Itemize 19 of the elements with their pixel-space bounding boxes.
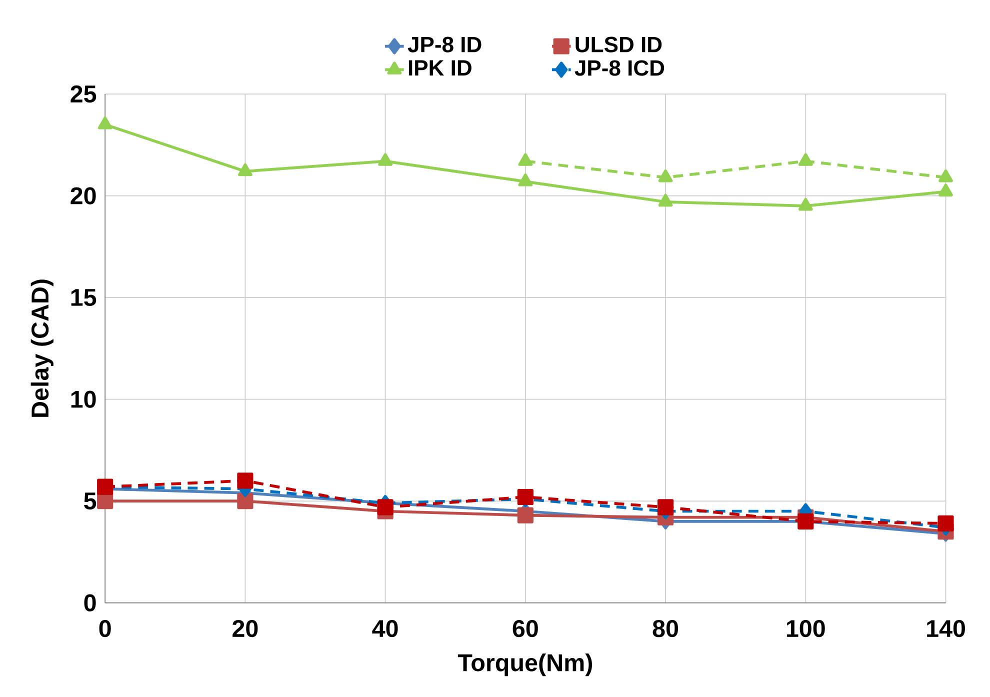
x-tick-label: 60 (512, 620, 538, 638)
y-tick-label: 5 (84, 492, 96, 510)
x-tick-label: 80 (652, 620, 678, 638)
x-tick-label: 140 (927, 620, 965, 638)
x-axis-title: Torque(Nm) (458, 654, 592, 676)
legend-label: JP-8 ICD (574, 60, 664, 76)
legend-label: IPK ID (408, 60, 472, 76)
x-tick-label: 0 (99, 620, 111, 638)
y-tick-label: 10 (71, 390, 96, 408)
x-tick-label: 100 (786, 620, 825, 638)
y-tick-label: 0 (84, 594, 96, 612)
y-tick-label: 20 (70, 187, 96, 204)
legend-label: JP-8 ID (408, 36, 482, 52)
x-tick-label: 20 (232, 620, 258, 638)
legend-label: ULSD ID (576, 36, 662, 52)
y-tick-label: 15 (71, 289, 96, 306)
x-tick-label: 40 (372, 620, 398, 638)
y-axis-title: Delay (CAD) (30, 280, 54, 417)
y-tick-label: 25 (70, 85, 96, 103)
